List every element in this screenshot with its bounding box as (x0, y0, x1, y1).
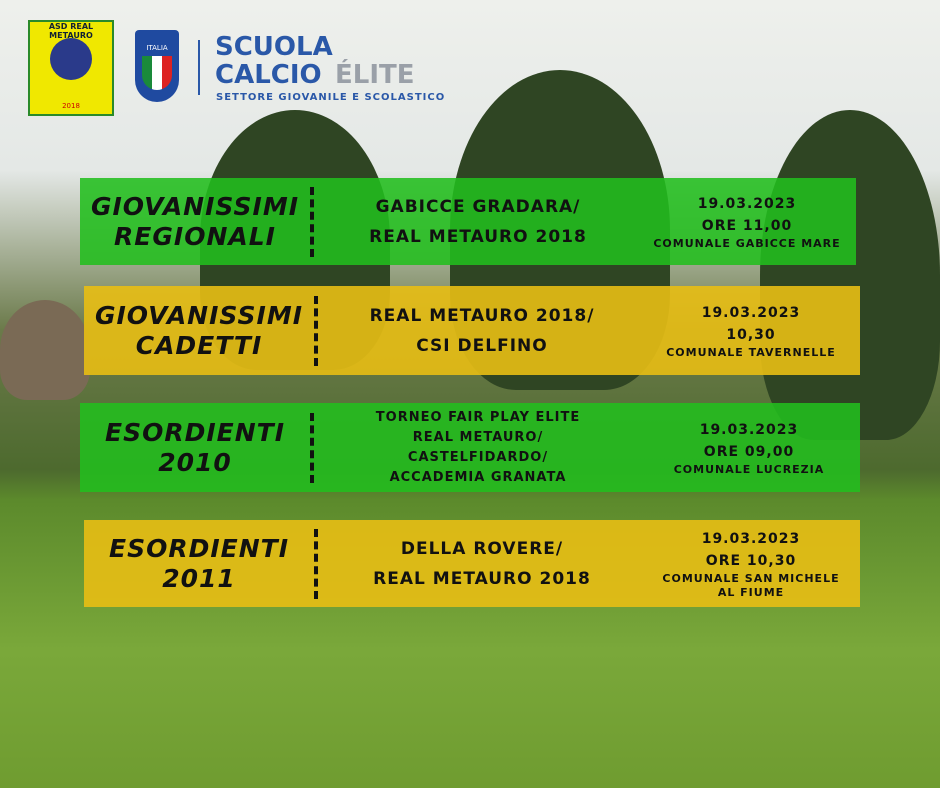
federation-name: ITALIA (146, 44, 168, 52)
category: GIOVANISSIMI REGIONALI (80, 192, 310, 252)
category: ESORDIENTI 2010 (80, 418, 310, 478)
time: 10,30 (726, 326, 776, 343)
teams-line: GABICCE GRADARA/ (375, 196, 581, 217)
club-year: 2018 (62, 102, 80, 110)
details: 19.03.2023 10,30 COMUNALE TAVERNELLE (642, 302, 860, 360)
category-line: GIOVANISSIMI (90, 191, 299, 221)
school-subtitle: SETTORE GIOVANILE E SCOLASTICO (216, 92, 446, 103)
date: 19.03.2023 (701, 530, 801, 547)
separator (314, 528, 322, 599)
teams-line: CSI DELFINO (416, 335, 548, 356)
date: 19.03.2023 (697, 195, 797, 212)
club-emblem (50, 38, 92, 80)
teams-line: ACCADEMIA GRANATA (389, 469, 567, 485)
separator (314, 295, 322, 366)
details: 19.03.2023 ORE 09,00 COMUNALE LUCREZIA (638, 419, 860, 477)
time: ORE 09,00 (703, 443, 795, 460)
teams: GABICCE GRADARA/REAL METAURO 2018 (318, 192, 638, 252)
venue: COMUNALE TAVERNELLE (666, 345, 836, 359)
tree (760, 110, 940, 440)
teams-line: REAL METAURO/ (412, 429, 544, 445)
details: 19.03.2023 ORE 11,00 COMUNALE GABICCE MARE (638, 193, 856, 251)
date: 19.03.2023 (699, 421, 799, 438)
school-line2: CALCIO (215, 60, 322, 90)
separator (310, 186, 318, 257)
flag (142, 56, 172, 90)
category-line: ESORDIENTI (105, 417, 285, 447)
match-row: GIOVANISSIMI REGIONALI GABICCE GRADARA/REA… (80, 178, 856, 265)
venue: COMUNALE LUCREZIA (673, 462, 825, 476)
time: ORE 11,00 (701, 217, 793, 234)
venue: COMUNALE SAN MICHELE (662, 571, 840, 585)
category-line: 2010 (158, 447, 232, 477)
date: 19.03.2023 (701, 304, 801, 321)
school-line1: SCUOLA (215, 32, 333, 62)
details: 19.03.2023 ORE 10,30 COMUNALE SAN MICHELE A… (642, 528, 860, 600)
club-logo: ASD REAL METAURO 2018 (28, 20, 114, 116)
teams-line: TORNEO FAIR PLAY ELITE (375, 409, 581, 425)
category-line: GIOVANISSIMI (94, 300, 303, 330)
separator (310, 412, 318, 483)
tree (0, 300, 90, 400)
category: ESORDIENTI 2011 (84, 534, 314, 594)
venue: COMUNALE GABICCE MARE (653, 236, 841, 250)
teams: REAL METAURO 2018/CSI DELFINO (322, 301, 642, 361)
club-name: ASD REAL METAURO (48, 22, 94, 40)
match-row: GIOVANISSIMI CADETTI REAL METAURO 2018/CSI… (84, 286, 860, 375)
federation-logo: ITALIA (135, 30, 179, 102)
venue: AL FIUME (717, 585, 785, 599)
teams-line: REAL METAURO 2018 (373, 568, 591, 589)
school-tag: ÉLITE (335, 60, 415, 90)
divider (198, 40, 200, 95)
match-row: ESORDIENTI 2011 DELLA ROVERE/REAL METAURO … (84, 520, 860, 607)
category-line: 2011 (162, 563, 236, 593)
category: GIOVANISSIMI CADETTI (84, 301, 314, 361)
match-row: ESORDIENTI 2010 TORNEO FAIR PLAY ELITE REAL… (80, 403, 860, 492)
teams-line: REAL METAURO 2018 (369, 226, 587, 247)
teams-line: REAL METAURO 2018/ (369, 305, 595, 326)
teams: TORNEO FAIR PLAY ELITE REAL METAURO/CASTE… (318, 408, 638, 488)
category-line: ESORDIENTI (109, 533, 289, 563)
teams-line: DELLA ROVERE/ (400, 538, 564, 559)
category-line: REGIONALI (114, 221, 276, 251)
teams: DELLA ROVERE/REAL METAURO 2018 (322, 534, 642, 594)
teams-line: CASTELFIDARDO/ (407, 449, 549, 465)
time: ORE 10,30 (705, 552, 797, 569)
category-line: CADETTI (135, 330, 263, 360)
